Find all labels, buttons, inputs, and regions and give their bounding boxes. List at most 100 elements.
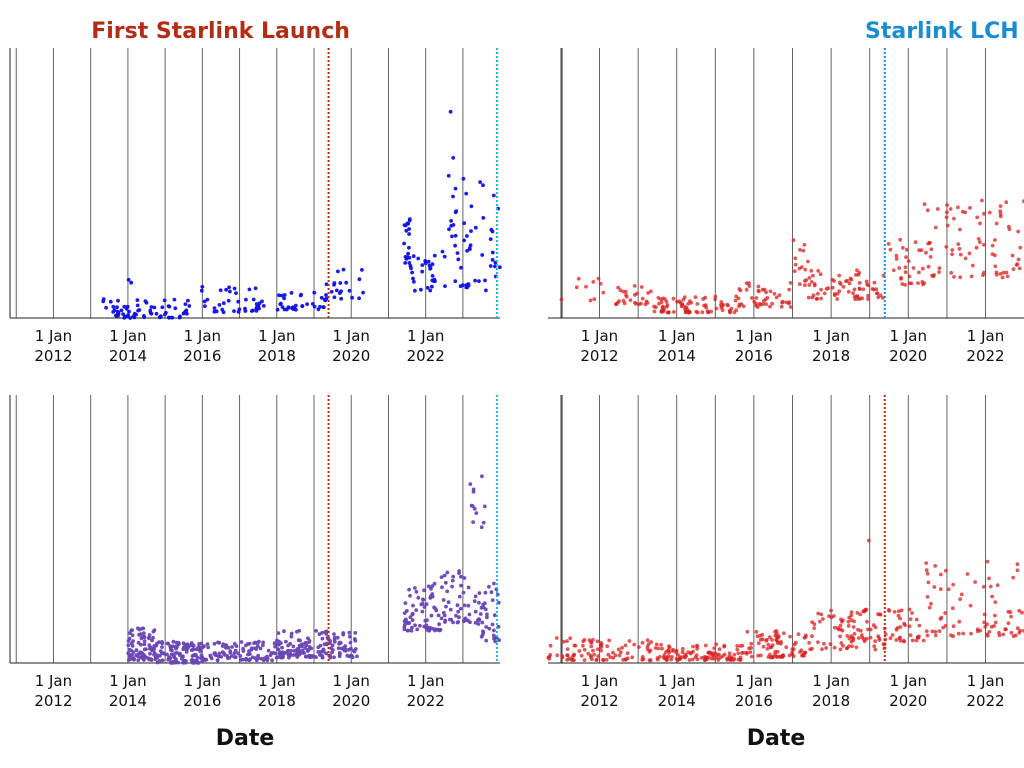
data-point — [951, 582, 956, 587]
data-point — [324, 282, 329, 287]
data-point — [1013, 633, 1018, 638]
data-point — [409, 266, 413, 271]
data-point — [142, 658, 146, 662]
data-point — [993, 600, 998, 604]
data-point — [644, 299, 649, 304]
data-point — [821, 617, 825, 621]
data-point — [894, 253, 899, 258]
data-point — [998, 214, 1003, 219]
data-point — [265, 654, 269, 659]
data-point — [441, 598, 446, 602]
data-point — [901, 245, 905, 250]
data-point — [622, 301, 627, 306]
data-point — [286, 643, 290, 648]
data-point — [111, 304, 116, 309]
data-point — [581, 639, 586, 644]
data-point — [197, 642, 202, 646]
data-point — [127, 309, 131, 314]
data-point — [971, 263, 975, 268]
data-point — [640, 655, 645, 659]
data-point — [257, 301, 262, 306]
data-point — [894, 257, 899, 261]
data-point — [410, 270, 414, 275]
data-point — [894, 638, 899, 642]
data-point — [1009, 614, 1013, 619]
data-point — [453, 186, 458, 191]
data-point — [164, 310, 168, 315]
data-point — [248, 652, 252, 656]
data-point — [465, 285, 470, 290]
data-point — [945, 210, 949, 215]
data-point — [632, 642, 637, 647]
data-point — [796, 632, 801, 636]
data-point — [469, 204, 474, 209]
data-point — [430, 262, 435, 267]
data-point — [856, 636, 861, 640]
data-point — [429, 586, 433, 591]
data-point — [289, 631, 294, 636]
data-point — [565, 653, 570, 658]
data-point — [766, 642, 771, 647]
data-point — [134, 312, 138, 317]
data-point — [443, 580, 448, 585]
data-point — [238, 658, 243, 662]
x-tick-label: 1 Jan 2020 — [889, 327, 927, 365]
data-point — [982, 211, 986, 216]
data-point — [274, 655, 279, 660]
data-point — [628, 298, 633, 302]
data-point — [764, 290, 768, 295]
x-tick-label: 1 Jan 2014 — [109, 327, 147, 365]
data-point — [254, 658, 259, 663]
data-point — [749, 296, 754, 300]
data-point — [477, 591, 482, 595]
data-point — [679, 304, 684, 309]
data-point — [978, 240, 982, 245]
data-point — [987, 576, 991, 581]
data-point — [144, 300, 149, 305]
data-point — [861, 609, 866, 614]
data-point — [160, 645, 164, 649]
data-point — [1015, 568, 1020, 573]
data-point — [993, 264, 998, 269]
data-point — [462, 221, 466, 226]
data-point — [904, 255, 908, 259]
data-point — [433, 628, 437, 633]
data-point — [119, 308, 124, 313]
data-point — [606, 652, 611, 657]
data-point — [586, 651, 591, 656]
data-point — [866, 538, 871, 543]
data-point — [332, 632, 336, 636]
data-point — [187, 304, 192, 308]
x-tick-label: 1 Jan 2012 — [580, 327, 618, 365]
data-point — [433, 607, 438, 611]
data-point — [841, 643, 845, 648]
data-point — [907, 624, 912, 629]
data-point — [572, 653, 576, 658]
data-point — [683, 654, 687, 659]
data-point — [169, 648, 173, 652]
data-point — [567, 656, 572, 661]
data-point — [774, 637, 779, 642]
data-point — [816, 640, 820, 644]
data-point — [864, 636, 869, 641]
data-point — [674, 648, 679, 653]
data-point — [782, 631, 786, 636]
data-point — [420, 601, 425, 606]
data-point — [332, 281, 337, 285]
data-point — [469, 229, 473, 234]
data-point — [261, 304, 266, 308]
data-point — [647, 658, 652, 663]
data-point — [480, 632, 485, 637]
data-point — [233, 655, 238, 659]
data-point — [191, 647, 196, 651]
data-point — [140, 626, 144, 631]
data-point — [127, 647, 132, 652]
data-point — [599, 643, 603, 648]
data-point — [793, 262, 798, 267]
data-point — [640, 640, 645, 645]
data-point — [446, 600, 451, 605]
data-point — [324, 296, 329, 301]
data-point — [421, 597, 425, 602]
data-point — [832, 614, 836, 618]
